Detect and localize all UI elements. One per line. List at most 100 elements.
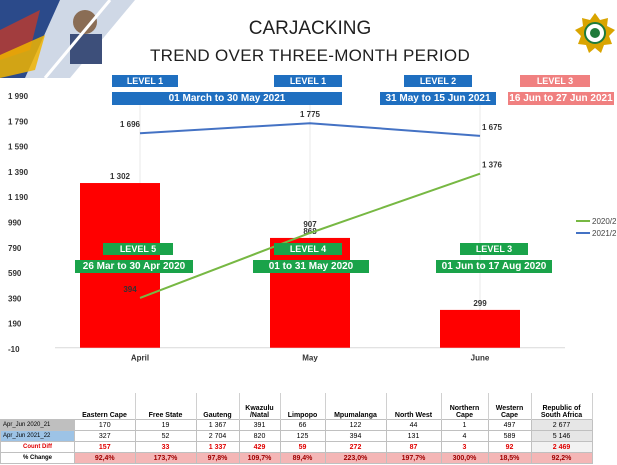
y-tick-label: 1 790	[8, 117, 29, 126]
y-tick-label: -10	[8, 345, 20, 354]
table-cell: 327	[74, 430, 136, 442]
table-cell: 109,7%	[238, 452, 281, 464]
table-cell: 1	[440, 419, 489, 431]
police-banner-image	[0, 0, 135, 78]
table-cell: 497	[487, 419, 532, 431]
line-data-label: 907	[303, 220, 317, 229]
legend-label: 2020/2	[592, 217, 617, 226]
table-cell: 1 367	[195, 419, 240, 431]
table-cell: 66	[279, 419, 326, 431]
table-cell: 92	[487, 441, 532, 453]
table-cell: 157	[74, 441, 136, 453]
line-data-label: 1 696	[120, 120, 141, 129]
table-cell: 272	[324, 441, 387, 453]
table-row: Count Diff 157 33 1 337 429 59 272 87 3 …	[0, 441, 593, 453]
period-dates-2020-1: 26 Mar to 30 Apr 2020	[75, 260, 193, 273]
level-badge-2021-2: LEVEL 1	[274, 75, 342, 87]
table-cell: 89,4%	[279, 452, 326, 464]
table-column-header: North West	[386, 393, 442, 420]
series-line	[139, 122, 481, 137]
table-cell: 52	[134, 430, 197, 442]
table-cell: 170	[74, 419, 136, 431]
table-column-header: Eastern Cape	[74, 393, 136, 420]
table-cell: 92,2%	[530, 452, 593, 464]
table-cell: 5 146	[530, 430, 593, 442]
table-column-header: Mpumalanga	[325, 393, 387, 420]
table-cell: 33	[134, 441, 197, 453]
line-data-label: 1 675	[482, 123, 503, 132]
chart-title: CARJACKING	[248, 18, 372, 39]
table-column-header: Limpopo	[280, 393, 326, 420]
period-dates-2021-2: 31 May to 15 Jun 2021	[380, 92, 496, 105]
row-label: % Change	[0, 452, 75, 464]
row-label: Apr_Jun 2020_21	[0, 419, 75, 431]
period-dates-2021-3: 16 Jun to 27 Jun 2021	[508, 92, 614, 105]
police-emblem-icon	[575, 13, 615, 53]
bar	[270, 237, 350, 348]
table-header-row: Eastern Cape Free State Gauteng Kwazulu …	[1, 393, 593, 420]
table-cell: 59	[279, 441, 326, 453]
y-tick-label: 190	[8, 320, 22, 329]
table-row: % Change 92,4% 173,7% 97,8% 109,7% 89,4%…	[0, 452, 593, 464]
chart-subtitle: TREND OVER THREE-MONTH PERIOD	[149, 46, 471, 65]
level-badge-2021-4: LEVEL 3	[520, 75, 590, 87]
table-column-header: Republic of South Africa	[531, 393, 593, 420]
table-cell: 2 677	[530, 419, 593, 431]
table-cell: 122	[324, 419, 387, 431]
y-tick-label: 1 990	[8, 92, 29, 101]
period-dates-2020-3: 01 Jun to 17 Aug 2020	[436, 260, 552, 273]
table-column-header: Northern Cape	[441, 393, 489, 420]
line-data-label: 1 376	[482, 161, 503, 170]
table-cell: 589	[487, 430, 532, 442]
table-cell: 223,0%	[324, 452, 387, 464]
y-tick-label: 790	[8, 244, 22, 253]
table-column-header: Kwazulu /Natal	[239, 393, 281, 420]
row-label: Count Diff	[0, 441, 75, 453]
x-tick-label: April	[131, 354, 149, 363]
table-cell: 2 704	[195, 430, 240, 442]
table-column-header: Free State	[135, 393, 197, 420]
y-tick-label: 1 590	[8, 143, 29, 152]
table-cell: 18,5%	[487, 452, 532, 464]
legend-label: 2021/2	[592, 229, 617, 238]
table-cell: 87	[385, 441, 442, 453]
y-tick-label: 990	[8, 219, 22, 228]
level-badge-2021-1: LEVEL 1	[112, 75, 178, 87]
table-cell: 44	[385, 419, 442, 431]
x-tick-label: June	[471, 354, 490, 363]
table-column-header: Gauteng	[196, 393, 240, 420]
line-data-label: 394	[123, 285, 137, 294]
period-dates-2021-1: 01 March to 30 May 2021	[112, 92, 342, 105]
y-tick-label: 1 390	[8, 168, 29, 177]
table-cell: 2 469	[530, 441, 593, 453]
table-cell: 125	[279, 430, 326, 442]
line-data-label: 1 775	[300, 110, 321, 119]
table-corner	[1, 393, 75, 420]
table-cell: 4	[440, 430, 489, 442]
table-cell: 820	[238, 430, 281, 442]
level-badge-2020-3: LEVEL 3	[460, 243, 528, 255]
table-column-header: Western Cape	[488, 393, 532, 420]
row-label: Apr_Jun 2021_22	[0, 430, 75, 442]
bar-data-label: 299	[473, 299, 487, 308]
table-cell: 131	[385, 430, 442, 442]
table-cell: 394	[324, 430, 387, 442]
bar	[440, 309, 520, 348]
provincial-table: Eastern Cape Free State Gauteng Kwazulu …	[0, 393, 593, 464]
table-cell: 391	[238, 419, 281, 431]
table-cell: 92,4%	[74, 452, 136, 464]
table-cell: 300,0%	[440, 452, 489, 464]
level-badge-2020-2: LEVEL 4	[274, 243, 342, 255]
y-tick-label: 390	[8, 294, 22, 303]
trend-chart: -10 190 390 590 790 990 1 190 1 390 1 590 1 790 1 …	[8, 92, 617, 363]
period-dates-2020-2: 01 to 31 May 2020	[253, 260, 369, 273]
y-tick-label: 1 190	[8, 193, 29, 202]
table-row: Apr_Jun 2021_22 327 52 2 704 820 125 394…	[0, 430, 593, 442]
series-line	[139, 172, 481, 299]
table-cell: 429	[238, 441, 281, 453]
table-cell: 3	[440, 441, 489, 453]
x-tick-label: May	[302, 354, 318, 363]
level-badge-2020-1: LEVEL 5	[103, 243, 173, 255]
table-cell: 173,7%	[134, 452, 197, 464]
table-cell: 1 337	[195, 441, 240, 453]
